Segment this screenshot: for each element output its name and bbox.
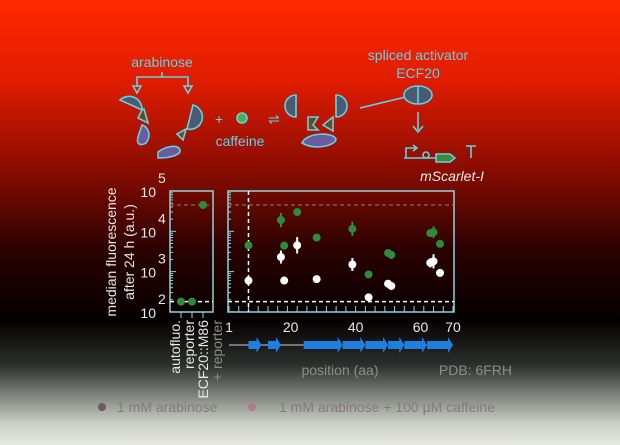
arrow-to-activator bbox=[359, 95, 411, 109]
control-label: ECF20::M86 bbox=[195, 320, 211, 399]
control-label: + reporter bbox=[209, 320, 225, 381]
arabinose-point bbox=[293, 241, 302, 250]
plus-sign: + bbox=[215, 111, 223, 127]
arabinose-point bbox=[364, 293, 373, 302]
caffeine-molecule-icon bbox=[236, 112, 248, 124]
complex-protein bbox=[284, 94, 348, 148]
caffeine-point bbox=[387, 250, 396, 259]
arabinose-point bbox=[429, 257, 438, 266]
control-point bbox=[199, 200, 207, 209]
beta-strand-arrow bbox=[342, 337, 366, 353]
beta-strand-arrow bbox=[248, 337, 262, 353]
x-axis-label: position (aa) bbox=[301, 362, 378, 378]
y-axis-label-line1: median fluorescence bbox=[103, 187, 119, 316]
arabinose-bracket bbox=[136, 72, 189, 87]
beta-strand-arrow bbox=[267, 337, 281, 353]
x-tick-label: 40 bbox=[348, 319, 364, 335]
y-axis-label-line2: after 24 h (a.u.) bbox=[121, 204, 137, 300]
equilibrium-arrows-icon: ⇌ bbox=[268, 111, 280, 127]
arabinose-point bbox=[312, 275, 321, 284]
mscarlet-label: mScarlet-I bbox=[420, 168, 484, 184]
y-tick-label: 10 bbox=[140, 265, 156, 281]
split-intein-protein-right bbox=[157, 104, 204, 159]
mechanism-diagram: arabinose + caffeine ⇌ spliced activator… bbox=[118, 47, 484, 184]
control-point bbox=[188, 297, 196, 306]
caffeine-point bbox=[429, 228, 438, 237]
y-tick-label: 10 bbox=[140, 305, 156, 321]
x-tick-label: 60 bbox=[413, 319, 429, 335]
y-tick-exponent: 3 bbox=[158, 251, 166, 267]
y-tick-label: 10 bbox=[140, 224, 156, 240]
beta-strand-arrow bbox=[365, 337, 389, 353]
caffeine-point bbox=[276, 216, 285, 225]
arabinose-point bbox=[244, 276, 253, 285]
arabinose-point bbox=[387, 281, 396, 290]
reporter-construct-icon bbox=[404, 144, 476, 163]
x-tick-label: 70 bbox=[445, 319, 461, 335]
arabinose-point bbox=[276, 253, 285, 262]
legend-marker-arabinose-caffeine bbox=[248, 403, 256, 411]
pdb-label: PDB: 6FRH bbox=[439, 362, 512, 378]
control-label: autofluo. bbox=[167, 320, 183, 374]
control-label: reporter bbox=[181, 320, 197, 369]
control-point bbox=[177, 297, 185, 306]
arabinose-label: arabinose bbox=[131, 54, 193, 70]
y-tick-exponent: 2 bbox=[158, 291, 166, 307]
beta-strand-arrow bbox=[388, 337, 405, 353]
caffeine-point bbox=[436, 239, 445, 248]
beta-strand-arrow bbox=[303, 337, 343, 353]
caffeine-point bbox=[364, 270, 373, 279]
caffeine-point bbox=[293, 208, 302, 217]
x-tick-label: 1 bbox=[225, 319, 233, 335]
y-tick-exponent: 4 bbox=[158, 210, 166, 226]
arrowhead-icon bbox=[131, 85, 194, 95]
activation-arrow bbox=[412, 86, 424, 134]
y-tick-exponent: 5 bbox=[158, 170, 166, 186]
control-panel-frame bbox=[169, 190, 214, 313]
y-tick-label: 10 bbox=[140, 184, 156, 200]
legend-label-arabinose: 1 mM arabinose bbox=[117, 399, 218, 415]
legend-marker-arabinose bbox=[98, 403, 106, 411]
arabinose-point bbox=[436, 268, 445, 277]
main-panel-frame bbox=[227, 190, 455, 313]
caffeine-label: caffeine bbox=[216, 133, 265, 149]
spliced-activator-label: spliced activator bbox=[368, 47, 469, 63]
arabinose-point bbox=[348, 260, 357, 269]
arabinose-point bbox=[280, 276, 289, 285]
x-tick-label: 20 bbox=[283, 319, 299, 335]
beta-strand-arrow bbox=[404, 337, 428, 353]
split-intein-protein-left bbox=[118, 95, 150, 146]
caffeine-point bbox=[244, 241, 253, 250]
beta-strand-arrow bbox=[427, 337, 453, 353]
ecf20-label: ECF20 bbox=[396, 65, 440, 81]
caffeine-point bbox=[348, 224, 357, 233]
caffeine-point bbox=[280, 241, 289, 250]
legend-label-arabinose-caffeine: 1 mM arabinose + 100 µM caffeine bbox=[279, 399, 495, 415]
legend: 1 mM arabinose 1 mM arabinose + 100 µM c… bbox=[98, 399, 495, 415]
caffeine-point bbox=[312, 233, 321, 242]
